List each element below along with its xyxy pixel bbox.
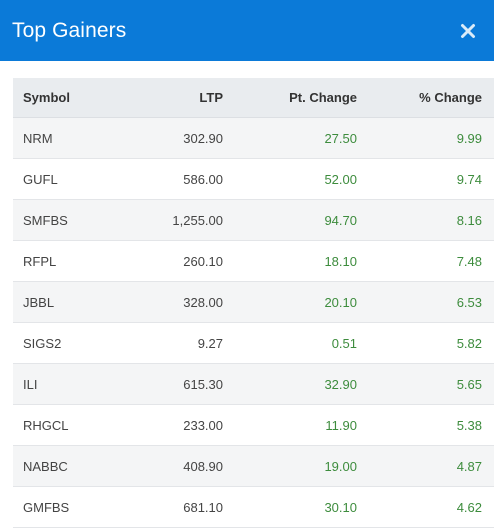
symbol-cell: SMFBS: [13, 199, 112, 241]
close-icon[interactable]: [456, 19, 480, 43]
pt-change-cell: 18.10: [223, 240, 358, 282]
pct-change-cell: 6.53: [358, 281, 494, 323]
pct-change-cell: 5.38: [358, 404, 494, 446]
symbol-cell: NABBC: [13, 445, 112, 487]
table-row[interactable]: SMFBS 1,255.00 94.70 8.16: [13, 199, 494, 241]
pt-change-cell: 52.00: [223, 158, 358, 200]
gainers-table-container: Symbol LTP Pt. Change % Change NRM 302.90…: [13, 78, 494, 528]
pt-change-cell: 0.51: [223, 322, 358, 364]
symbol-cell: GMFBS: [13, 486, 112, 528]
pct-change-cell: 4.62: [358, 486, 494, 528]
ltp-cell: 260.10: [112, 240, 223, 282]
symbol-cell: NRM: [13, 117, 112, 159]
symbol-cell: JBBL: [13, 281, 112, 323]
table-header-row: Symbol LTP Pt. Change % Change: [13, 78, 494, 118]
pct-change-cell: 5.65: [358, 363, 494, 405]
ltp-cell: 9.27: [112, 322, 223, 364]
table-body: NRM 302.90 27.50 9.99 GUFL 586.00 52.00 9.74 SMF…: [13, 117, 494, 528]
ltp-cell: 681.10: [112, 486, 223, 528]
symbol-cell: RFPL: [13, 240, 112, 282]
table-row[interactable]: JBBL 328.00 20.10 6.53: [13, 281, 494, 323]
table-row[interactable]: SIGS2 9.27 0.51 5.82: [13, 322, 494, 364]
pt-change-cell: 30.10: [223, 486, 358, 528]
ltp-cell: 615.30: [112, 363, 223, 405]
pt-change-cell: 11.90: [223, 404, 358, 446]
pct-change-cell: 7.48: [358, 240, 494, 282]
modal-header: Top Gainers: [0, 0, 494, 61]
ltp-cell: 328.00: [112, 281, 223, 323]
ltp-cell: 408.90: [112, 445, 223, 487]
column-header-pct-change[interactable]: % Change: [358, 78, 494, 118]
pt-change-cell: 20.10: [223, 281, 358, 323]
column-header-symbol[interactable]: Symbol: [13, 78, 112, 118]
ltp-cell: 302.90: [112, 117, 223, 159]
ltp-cell: 1,255.00: [112, 199, 223, 241]
pct-change-cell: 5.82: [358, 322, 494, 364]
table-row[interactable]: GMFBS 681.10 30.10 4.62: [13, 486, 494, 528]
pt-change-cell: 19.00: [223, 445, 358, 487]
ltp-cell: 233.00: [112, 404, 223, 446]
table-row[interactable]: NABBC 408.90 19.00 4.87: [13, 445, 494, 487]
column-header-pt-change[interactable]: Pt. Change: [223, 78, 358, 118]
pt-change-cell: 94.70: [223, 199, 358, 241]
pct-change-cell: 8.16: [358, 199, 494, 241]
pct-change-cell: 4.87: [358, 445, 494, 487]
table-row[interactable]: RFPL 260.10 18.10 7.48: [13, 240, 494, 282]
gainers-table: Symbol LTP Pt. Change % Change NRM 302.90…: [13, 78, 494, 528]
table-row[interactable]: NRM 302.90 27.50 9.99: [13, 117, 494, 159]
pt-change-cell: 27.50: [223, 117, 358, 159]
symbol-cell: ILI: [13, 363, 112, 405]
pt-change-cell: 32.90: [223, 363, 358, 405]
table-row[interactable]: RHGCL 233.00 11.90 5.38: [13, 404, 494, 446]
pct-change-cell: 9.74: [358, 158, 494, 200]
column-header-ltp[interactable]: LTP: [112, 78, 223, 118]
table-row[interactable]: ILI 615.30 32.90 5.65: [13, 363, 494, 405]
symbol-cell: SIGS2: [13, 322, 112, 364]
symbol-cell: RHGCL: [13, 404, 112, 446]
table-row[interactable]: GUFL 586.00 52.00 9.74: [13, 158, 494, 200]
ltp-cell: 586.00: [112, 158, 223, 200]
symbol-cell: GUFL: [13, 158, 112, 200]
pct-change-cell: 9.99: [358, 117, 494, 159]
modal-title: Top Gainers: [12, 18, 127, 42]
